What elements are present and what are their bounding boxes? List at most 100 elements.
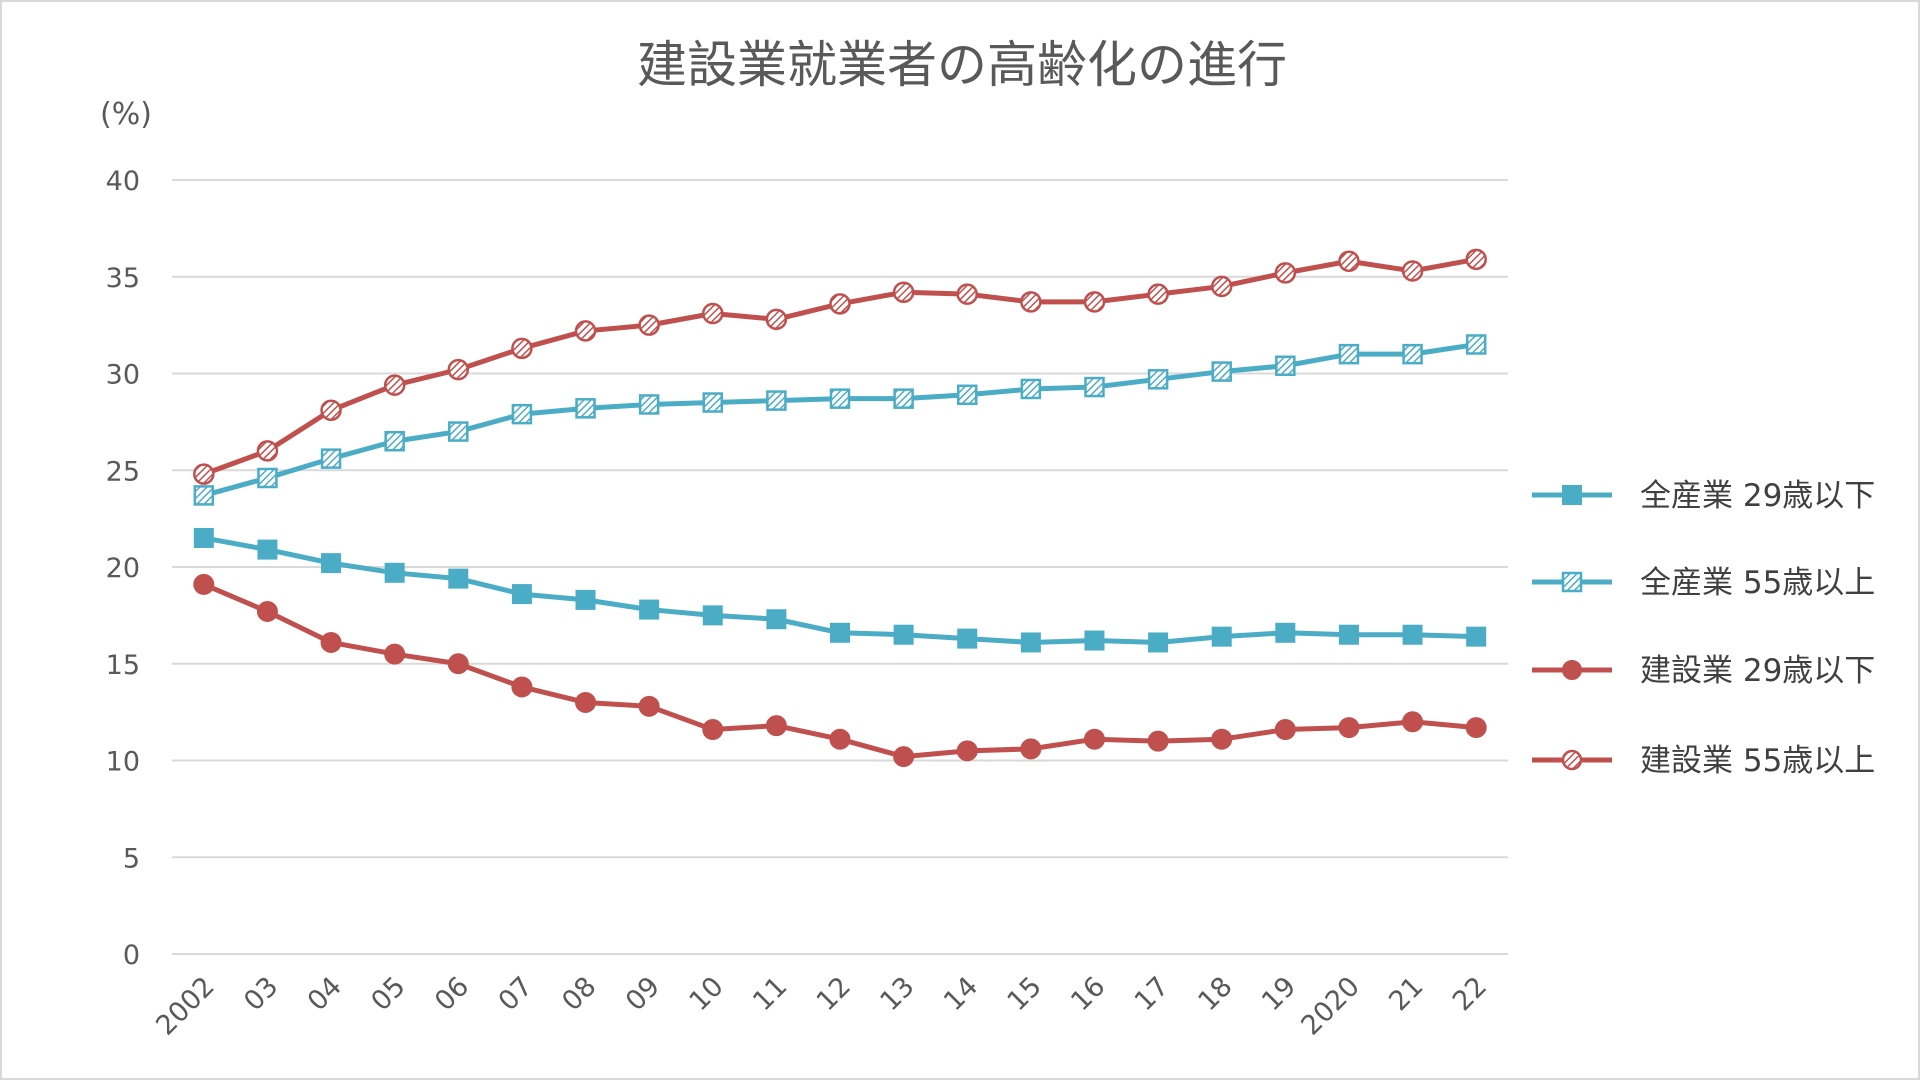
legend-item-全産業-29歳以下: 全産業 29歳以下	[1532, 478, 1875, 514]
data-point	[320, 448, 342, 469]
data-point	[893, 624, 914, 645]
data-point	[384, 562, 405, 583]
data-point	[1020, 738, 1042, 760]
data-point	[957, 628, 978, 649]
legend-label: 全産業 29歳以下	[1640, 478, 1875, 514]
data-point	[1465, 248, 1487, 271]
data-point	[321, 553, 342, 574]
data-point	[575, 589, 596, 610]
y-tick-label: 10	[106, 747, 140, 778]
data-point	[193, 527, 214, 548]
data-point	[320, 631, 342, 653]
data-point	[765, 308, 788, 331]
data-point	[1338, 250, 1360, 273]
data-point	[193, 485, 215, 506]
data-point	[256, 440, 279, 462]
data-point	[447, 653, 469, 675]
data-point	[511, 403, 533, 425]
data-point	[1084, 630, 1105, 651]
data-point	[1338, 717, 1360, 739]
data-point	[956, 384, 978, 406]
data-point	[193, 573, 215, 595]
data-point	[448, 568, 469, 589]
legend-label: 全産業 55歳以上	[1640, 565, 1875, 601]
chart-title: 建設業就業者の高齢化の進行	[637, 36, 1287, 94]
y-tick-label: 40	[106, 166, 140, 197]
data-point	[1020, 378, 1042, 400]
y-axis-tick-labels: 0 5 10 15 20 25 30 35 40	[106, 166, 140, 971]
legend-marker	[1562, 485, 1582, 505]
data-point	[575, 398, 596, 419]
data-point	[384, 643, 406, 665]
legend-label: 建設業 55歳以上	[1640, 743, 1875, 779]
y-tick-label: 5	[123, 843, 140, 874]
data-point	[1402, 711, 1424, 733]
legend-item-建設業-29歳以下: 建設業 29歳以下	[1532, 653, 1875, 689]
data-point	[1210, 275, 1233, 298]
data-point	[639, 599, 660, 620]
data-point	[257, 467, 278, 489]
legend-label: 建設業 29歳以下	[1640, 653, 1875, 689]
legend-marker	[1561, 571, 1583, 593]
data-point	[1338, 624, 1359, 645]
data-point	[256, 601, 278, 623]
data-point	[765, 715, 787, 737]
series-全産業-55歳以上	[193, 334, 1487, 506]
y-tick-label: 35	[106, 263, 140, 294]
data-point	[1402, 343, 1423, 365]
data-point	[1275, 622, 1296, 643]
data-point	[575, 691, 597, 713]
y-tick-label: 0	[123, 940, 140, 971]
data-point	[638, 314, 660, 336]
data-point	[511, 337, 533, 360]
data-point	[257, 539, 278, 560]
data-point	[1020, 291, 1042, 313]
data-point	[320, 399, 342, 422]
data-point	[702, 392, 724, 413]
data-point	[448, 421, 469, 442]
data-point	[384, 430, 405, 452]
series-建設業-29歳以下	[193, 573, 1487, 768]
data-point	[1211, 626, 1232, 647]
series-lines	[193, 248, 1487, 768]
data-point	[1466, 626, 1487, 647]
legend-marker	[1562, 660, 1582, 680]
data-point	[1402, 624, 1423, 645]
y-tick-label: 30	[106, 360, 140, 391]
data-point	[1083, 291, 1106, 313]
data-point	[766, 390, 787, 411]
data-point	[956, 740, 978, 762]
data-point	[511, 584, 532, 605]
legend-marker	[1561, 749, 1583, 771]
data-point	[1148, 632, 1169, 653]
data-point	[574, 320, 597, 342]
y-tick-label: 15	[106, 650, 140, 681]
data-point	[1274, 262, 1297, 284]
y-tick-label: 25	[106, 456, 140, 487]
data-point	[1211, 728, 1233, 750]
y-axis-unit-label: (%)	[100, 97, 152, 132]
data-point	[1147, 283, 1169, 305]
data-point	[1147, 730, 1169, 752]
data-point	[383, 374, 406, 396]
data-point	[1020, 632, 1041, 653]
data-point	[1465, 717, 1487, 739]
data-point	[893, 746, 915, 768]
data-point	[511, 676, 533, 698]
data-point	[829, 728, 851, 750]
data-point	[1401, 260, 1424, 282]
data-point	[638, 394, 660, 415]
data-point	[829, 293, 851, 315]
data-point	[1274, 719, 1296, 741]
data-point	[1147, 369, 1169, 390]
data-point	[1465, 334, 1487, 355]
data-point	[193, 463, 215, 485]
data-point	[1084, 376, 1105, 398]
data-point	[1083, 728, 1105, 750]
legend-item-建設業-55歳以上: 建設業 55歳以上	[1532, 743, 1875, 779]
data-point	[702, 302, 724, 325]
